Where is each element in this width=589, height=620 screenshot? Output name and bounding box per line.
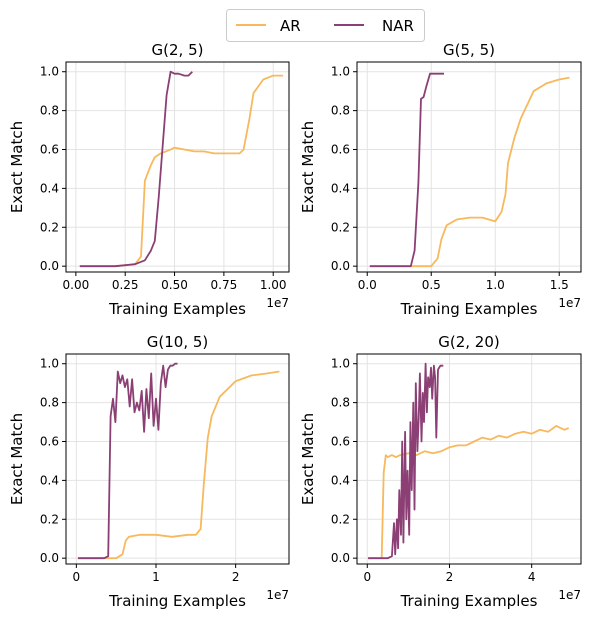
y-axis-label: Exact Match [8,413,26,505]
legend-label-nar: NAR [382,17,414,35]
x-tick-label: 0 [363,570,371,584]
y-tick-label: 0.2 [331,512,350,526]
legend-label-ar: AR [280,17,301,35]
series-line-nar [79,70,193,268]
x-tick-label: 0.25 [112,278,139,292]
y-tick-label: 0.2 [331,220,350,234]
series-line-ar [369,76,570,268]
x-axis-label: Training Examples [108,300,246,318]
subplot-title: G(10, 5) [147,333,209,351]
y-tick-label: 0.4 [40,473,59,487]
x-tick-label: 2 [232,570,240,584]
x-offset-label: 1e7 [558,296,581,310]
series-line-nar [77,362,178,560]
x-tick-label: 0 [73,570,81,584]
x-tick-label: 0.75 [211,278,238,292]
x-tick-label: 1.00 [260,278,287,292]
subplot-g-2-20: 0 2 4 0.0 0.2 0.4 0.6 0.8 1.0 G(2, 20) Training Ex… [299,333,582,610]
subplot-g-5-5: 0.0 0.5 1.0 1.5 0.0 0.2 0.4 0.6 0.8 1.0 G(5, 5) Tra… [299,41,582,318]
y-tick-label: 0.8 [331,104,350,118]
series-line-nar [369,72,444,268]
y-tick-label: 0.0 [40,259,59,273]
y-tick-label: 0.2 [40,220,59,234]
series-line-nar [368,362,444,560]
y-tick-label: 0.4 [331,181,350,195]
y-tick-label: 1.0 [331,65,350,79]
x-axis-label: Training Examples [400,300,538,318]
plot-frame [65,353,290,565]
series-line-ar [77,370,280,560]
subplot-title: G(2, 20) [438,333,500,351]
y-tick-label: 0.0 [331,551,350,565]
y-tick-label: 0.6 [331,435,350,449]
x-offset-label: 1e7 [266,588,289,602]
y-axis-label: Exact Match [299,413,317,505]
legend-box [226,9,425,42]
series-line-ar [368,424,570,560]
x-tick-label: 0.50 [161,278,188,292]
y-axis-label: Exact Match [8,121,26,213]
y-tick-label: 0.6 [331,143,350,157]
x-axis-label: Training Examples [400,592,538,610]
y-tick-label: 0.6 [40,143,59,157]
plot-frame [356,61,582,273]
x-tick-label: 0.00 [63,278,90,292]
y-tick-label: 1.0 [40,357,59,371]
x-offset-label: 1e7 [558,588,581,602]
x-tick-label: 4 [528,570,536,584]
subplot-title: G(5, 5) [443,41,495,59]
y-tick-label: 0.4 [40,181,59,195]
y-tick-label: 0.8 [331,396,350,410]
x-tick-label: 0.0 [358,278,377,292]
subplot-g-10-5: 0 1 2 0.0 0.2 0.4 0.6 0.8 1.0 G(10, 5) Training Ex… [8,333,290,610]
y-axis-label: Exact Match [299,121,317,213]
x-tick-label: 2 [446,570,454,584]
x-tick-label: 1 [152,570,160,584]
y-tick-label: 0.0 [331,259,350,273]
y-tick-label: 1.0 [40,65,59,79]
y-tick-label: 0.8 [40,396,59,410]
y-tick-label: 0.4 [331,473,350,487]
x-tick-label: 0.5 [422,278,441,292]
x-offset-label: 1e7 [266,296,289,310]
x-tick-label: 1.0 [486,278,505,292]
subplot-title: G(2, 5) [152,41,204,59]
y-tick-label: 0.8 [40,104,59,118]
y-tick-label: 1.0 [331,357,350,371]
subplot-g-2-5: 0.00 0.25 0.50 0.75 1.00 0.0 0.2 0.4 0.6 0.8 1.0 G(… [8,41,290,318]
x-tick-label: 1.5 [550,278,569,292]
y-tick-label: 0.2 [40,512,59,526]
x-axis-label: Training Examples [108,592,246,610]
plot-frame [65,61,290,273]
y-tick-label: 0.6 [40,435,59,449]
plot-frame [356,353,582,565]
y-tick-label: 0.0 [40,551,59,565]
series-line-ar [79,74,284,268]
legend: AR NAR [226,9,425,42]
